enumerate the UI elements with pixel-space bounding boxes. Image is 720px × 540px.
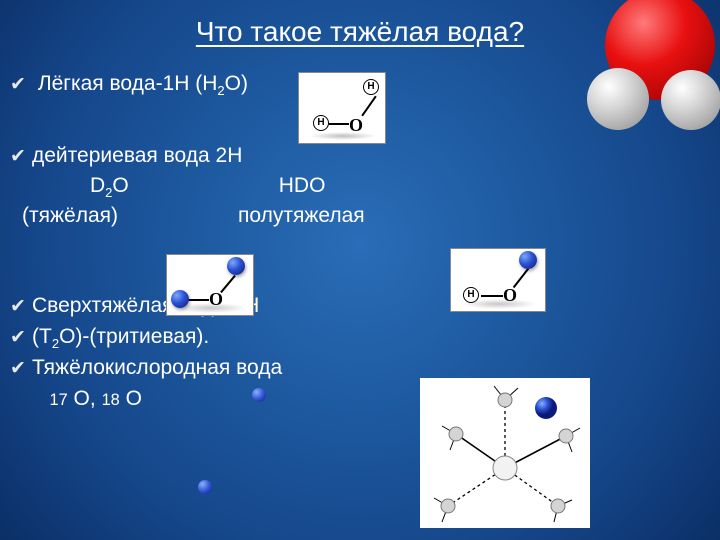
label-semiheavy: полутяжелая bbox=[238, 202, 365, 230]
t: Лёгкая вода-1Н (Н bbox=[38, 72, 218, 95]
h-atom-icon: H bbox=[463, 287, 479, 303]
check-icon: ✔ bbox=[10, 142, 32, 170]
text-line: Тяжёлокислородная вода bbox=[32, 354, 710, 382]
deuterium-atom-icon bbox=[171, 290, 189, 308]
deuterium-atom-icon bbox=[519, 251, 537, 269]
o-atom-label: O bbox=[349, 115, 363, 136]
bullet-superheavy: ✔ Сверхтяжёлая вода-3Н bbox=[10, 292, 710, 320]
text-line: Сверхтяжёлая вода-3Н bbox=[32, 292, 710, 320]
label-row: (тяжёлая) полутяжелая bbox=[10, 202, 710, 230]
o-atom-label: O bbox=[209, 289, 223, 310]
o-atom-label: O bbox=[503, 285, 517, 306]
molecule-tetrahedral-icon bbox=[420, 378, 590, 528]
text-line: дейтериевая вода 2Н bbox=[32, 142, 710, 170]
deuterium-atom-icon bbox=[227, 257, 245, 275]
sub: 2 bbox=[217, 83, 224, 98]
bullet-heavy-oxygen: ✔ Тяжёлокислородная вода bbox=[10, 354, 710, 382]
label-heavy: (тяжёлая) bbox=[22, 202, 118, 230]
check-icon: ✔ bbox=[10, 292, 32, 320]
molecule-d2o-icon: O bbox=[166, 254, 254, 316]
h-atom-icon: H bbox=[363, 79, 379, 95]
formula-d2o: D2O bbox=[90, 172, 129, 202]
deuterium-atom-icon bbox=[252, 388, 266, 402]
check-icon: ✔ bbox=[10, 323, 32, 351]
deuterium-atom-icon bbox=[198, 480, 212, 494]
bullet-deuterium-water: ✔ дейтериевая вода 2Н bbox=[10, 142, 710, 170]
text-line: (T2O)-(тритиевая). bbox=[32, 323, 710, 353]
check-icon: ✔ bbox=[10, 354, 32, 382]
isotope-line: 17 O, 18 O bbox=[10, 385, 710, 413]
t: О) bbox=[225, 72, 248, 95]
formula-hdo: HDO bbox=[279, 172, 326, 202]
check-icon: ✔ bbox=[10, 70, 32, 98]
molecule-hdo-icon: H O bbox=[450, 248, 546, 312]
formula-row: D2O HDO bbox=[10, 172, 710, 202]
bullet-tritium: ✔ (T2O)-(тритиевая). bbox=[10, 323, 710, 353]
h-atom-icon: H bbox=[313, 115, 329, 131]
molecule-h2o-icon: H H O bbox=[298, 72, 386, 144]
slide: Что такое тяжёлая вода? ✔ Лёгкая вода-1Н… bbox=[0, 0, 720, 540]
